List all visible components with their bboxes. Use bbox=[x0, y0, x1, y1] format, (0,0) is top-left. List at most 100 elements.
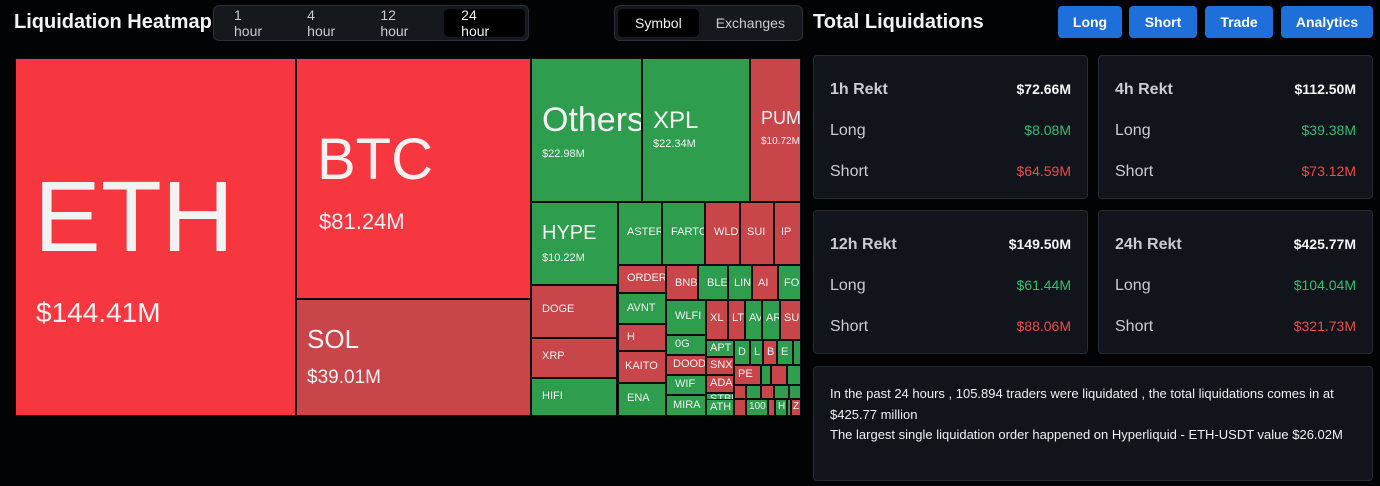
treemap-cell-sun[interactable]: SUN bbox=[780, 300, 801, 340]
time-12h-button[interactable]: 12 hour bbox=[380, 7, 409, 39]
treemap-cell-apt[interactable]: APT bbox=[706, 340, 734, 357]
treemap-cell-fartcoin[interactable]: FARTCOIN bbox=[662, 202, 705, 265]
treemap-cell-cell-48[interactable] bbox=[734, 385, 746, 399]
treemap-cell-xl[interactable]: XL bbox=[706, 300, 728, 340]
treemap-cell-ath[interactable]: ATH bbox=[706, 399, 734, 416]
treemap-cell-ada[interactable]: ADA bbox=[706, 375, 734, 393]
treemap-cell-cell-45[interactable] bbox=[761, 365, 771, 385]
cell-symbol: LTC bbox=[732, 312, 745, 324]
treemap-cell-avax[interactable]: AVAX bbox=[745, 300, 762, 340]
treemap-cell-wld[interactable]: WLD bbox=[705, 202, 740, 265]
trade-button[interactable]: Trade bbox=[1205, 6, 1273, 38]
treemap-cell-ip[interactable]: IP bbox=[774, 202, 801, 265]
treemap-cell-ena[interactable]: ENA bbox=[618, 383, 666, 416]
treemap-cell-cell-58[interactable] bbox=[787, 399, 791, 416]
treemap-cell-btc[interactable]: BTC $81.24M bbox=[296, 58, 531, 299]
cell-amount: $10.72M bbox=[761, 136, 800, 147]
treemap-cell-e[interactable]: E bbox=[777, 340, 793, 365]
short-button[interactable]: Short bbox=[1129, 6, 1197, 38]
cell-symbol: AVAX bbox=[749, 312, 762, 324]
cell-symbol: DOOD bbox=[673, 358, 706, 370]
short-value: $64.59M bbox=[1016, 163, 1071, 179]
treemap-cell-xpl[interactable]: XPL $22.34M bbox=[642, 58, 750, 202]
time-24h-button[interactable]: 24 hour bbox=[444, 7, 525, 39]
treemap-cell-d[interactable]: D bbox=[734, 340, 750, 365]
treemap-cell-cell-47[interactable] bbox=[787, 365, 801, 385]
card-total: $149.50M bbox=[1008, 236, 1071, 252]
cell-symbol: SUN bbox=[784, 312, 800, 324]
treemap-cell-0g[interactable]: 0G bbox=[666, 335, 706, 355]
treemap-cell-aster[interactable]: ASTER bbox=[618, 202, 662, 265]
treemap-cell-mira[interactable]: MIRA bbox=[666, 395, 706, 416]
treemap-cell-ai[interactable]: AI bbox=[752, 265, 778, 300]
treemap-cell-wif[interactable]: WIF bbox=[666, 375, 706, 395]
time-4h-button[interactable]: 4 hour bbox=[307, 7, 336, 39]
cell-amount: $81.24M bbox=[319, 209, 405, 234]
treemap-cell-h[interactable]: H bbox=[618, 324, 666, 351]
long-label: Long bbox=[1115, 122, 1151, 139]
treemap-cell-hifi[interactable]: HIFI bbox=[531, 378, 617, 416]
treemap-cell-b[interactable]: B bbox=[763, 340, 777, 365]
treemap-cell-pump[interactable]: PUMP $10.72M bbox=[750, 58, 801, 202]
treemap-cell-ltc[interactable]: LTC bbox=[728, 300, 745, 340]
treemap-cell-cell-54[interactable] bbox=[793, 340, 801, 365]
analytics-button[interactable]: Analytics bbox=[1281, 6, 1373, 38]
treemap-cell-others[interactable]: Others $22.98M bbox=[531, 58, 642, 202]
cell-amount: $22.98M bbox=[542, 148, 585, 160]
treemap-cell-sol[interactable]: SOL $39.01M bbox=[296, 299, 531, 416]
treemap-cell-avnt[interactable]: AVNT bbox=[618, 293, 666, 324]
cell-symbol: AVNT bbox=[627, 302, 656, 314]
treemap-cell-100[interactable]: 100 bbox=[746, 399, 768, 416]
time-1h-button[interactable]: 1 hour bbox=[234, 7, 263, 39]
treemap-cell-cell-51[interactable] bbox=[774, 385, 789, 399]
treemap-cell-cell-56[interactable] bbox=[768, 399, 775, 416]
treemap-cell-wlfi[interactable]: WLFI bbox=[666, 300, 706, 335]
group-exchanges-button[interactable]: Exchanges bbox=[715, 15, 785, 31]
card-total: $425.77M bbox=[1293, 236, 1356, 252]
short-value: $88.06M bbox=[1016, 318, 1071, 334]
cell-symbol: E bbox=[781, 346, 789, 358]
liquidation-treemap: ETH $144.41M BTC $81.24M SOL $39.01M Others $22… bbox=[15, 58, 801, 416]
treemap-cell-cell-50[interactable] bbox=[761, 385, 774, 399]
treemap-cell-eth[interactable]: ETH $144.41M bbox=[15, 58, 296, 416]
cell-symbol: XRP bbox=[542, 350, 565, 362]
treemap-cell-order[interactable]: ORDER bbox=[618, 265, 666, 293]
cell-symbol: ATH bbox=[710, 401, 732, 413]
cell-amount: $10.22M bbox=[542, 252, 585, 264]
card-4h: 4h Rekt $112.50M Long $39.38M Short $73.12M bbox=[1098, 55, 1373, 199]
treemap-cell-sui[interactable]: SUI bbox=[740, 202, 774, 265]
summary-line-2: The largest single liquidation order hap… bbox=[830, 427, 1343, 442]
treemap-cell-kaito[interactable]: KAITO bbox=[618, 351, 666, 383]
treemap-cell-bless[interactable]: BLESS bbox=[698, 265, 728, 300]
cell-symbol: Others bbox=[542, 101, 642, 139]
treemap-cell-doge[interactable]: DOGE bbox=[531, 285, 617, 338]
treemap-cell-cell-53[interactable] bbox=[734, 399, 746, 416]
cell-symbol: XL bbox=[710, 312, 724, 324]
cell-symbol: BNB bbox=[675, 277, 698, 289]
cell-symbol: B bbox=[767, 346, 775, 358]
treemap-cell-l[interactable]: L bbox=[750, 340, 763, 365]
treemap-cell-dood[interactable]: DOOD bbox=[666, 355, 706, 375]
liquidation-summary: In the past 24 hours , 105.894 traders w… bbox=[813, 366, 1373, 481]
treemap-cell-z[interactable]: Z bbox=[791, 399, 801, 416]
cell-symbol: SOL bbox=[307, 324, 360, 354]
treemap-cell-snx[interactable]: SNX bbox=[706, 357, 734, 375]
long-label: Long bbox=[830, 122, 866, 139]
cell-symbol: 0G bbox=[675, 338, 690, 350]
treemap-cell-ar[interactable]: AR bbox=[762, 300, 780, 340]
treemap-cell-cell-52[interactable] bbox=[789, 385, 801, 399]
treemap-cell-hype[interactable]: HYPE $10.22M bbox=[531, 202, 618, 285]
treemap-cell-link[interactable]: LINK bbox=[728, 265, 752, 300]
treemap-cell-h[interactable]: H bbox=[775, 399, 787, 416]
treemap-cell-cell-46[interactable] bbox=[771, 365, 787, 385]
treemap-cell-cell-49[interactable] bbox=[746, 385, 761, 399]
treemap-cell-xrp[interactable]: XRP bbox=[531, 338, 617, 378]
total-liquidations-title: Total Liquidations bbox=[813, 11, 984, 33]
group-symbol-button[interactable]: Symbol bbox=[618, 9, 699, 37]
short-value: $73.12M bbox=[1301, 163, 1356, 179]
treemap-cell-pe[interactable]: PE bbox=[734, 365, 761, 385]
cell-amount: $39.01M bbox=[307, 367, 381, 388]
treemap-cell-bnb[interactable]: BNB bbox=[666, 265, 698, 300]
long-button[interactable]: Long bbox=[1058, 6, 1122, 38]
treemap-cell-form[interactable]: FORM bbox=[778, 265, 801, 300]
